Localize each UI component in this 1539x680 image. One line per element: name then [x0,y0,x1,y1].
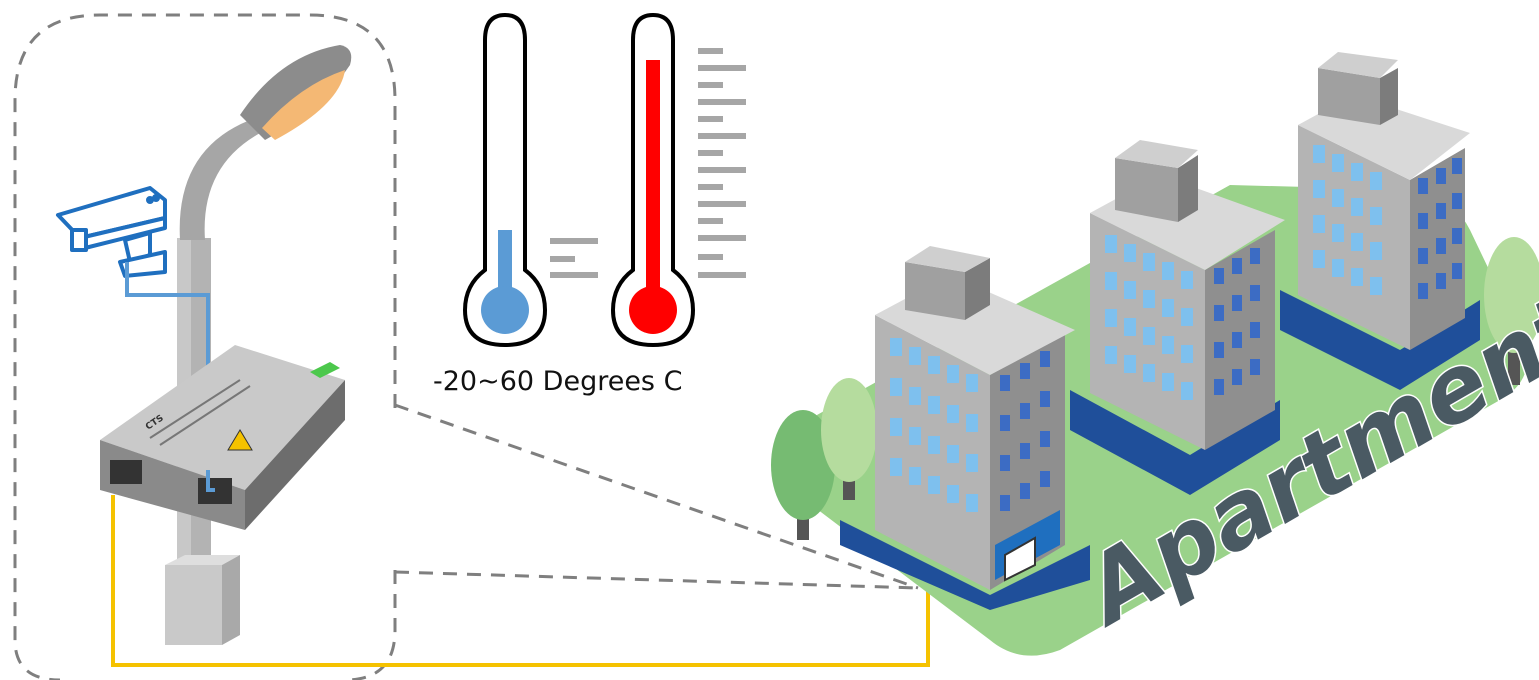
media-converter-icon: CTS [100,345,345,530]
tree-icon [771,237,1539,540]
apartment-building-icon [840,246,1090,610]
callout-line-bottom [394,570,919,590]
street-lamp-icon [165,45,352,645]
callout-line-top [394,403,919,590]
thermometer-cold-icon [462,12,598,348]
cctv-camera-icon [56,186,167,278]
apartment-building-icon [1070,140,1285,495]
temperature-range-caption: -20~60 Degrees C [433,366,682,397]
apartment-building-icon [1280,52,1480,390]
copper-cable-port [206,470,215,492]
fiber-cable [111,495,930,667]
thermometer-hot-icon [610,12,746,348]
